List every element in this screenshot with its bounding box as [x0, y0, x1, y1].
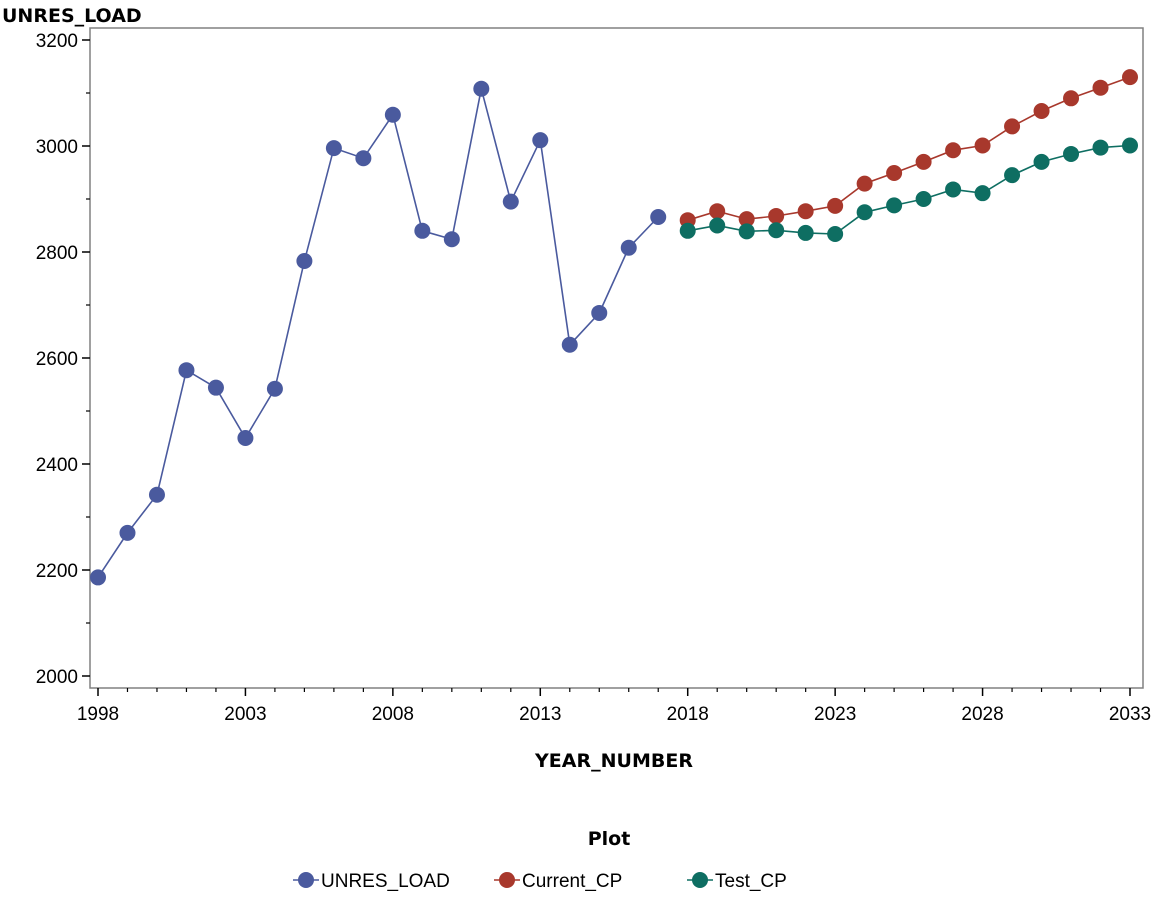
y-tick-label: 2800: [36, 243, 78, 264]
legend-label: Current_CP: [522, 871, 622, 892]
data-point: [384, 106, 401, 123]
data-point: [1092, 79, 1109, 96]
x-tick-label: 1998: [77, 704, 119, 725]
data-point: [650, 209, 667, 226]
legend-swatch-marker: [499, 872, 515, 888]
data-point: [148, 486, 165, 503]
data-point: [502, 193, 519, 210]
data-point: [414, 222, 431, 239]
y-tick-label: 2200: [36, 561, 78, 582]
x-tick-label: 2013: [519, 704, 561, 725]
x-tick-label: 2003: [224, 704, 266, 725]
data-point: [915, 191, 932, 207]
legend-item-test_cp: Test_CP: [687, 871, 787, 892]
data-point: [738, 211, 755, 228]
data-point: [355, 150, 372, 167]
y-axis-title: UNRES_LOAD: [2, 5, 142, 27]
data-point: [1122, 69, 1138, 86]
legend-item-current_cp: Current_CP: [494, 871, 622, 892]
data-point: [856, 204, 873, 221]
data-point: [709, 217, 726, 234]
x-tick-label: 2033: [1109, 704, 1151, 725]
data-point: [119, 524, 136, 541]
data-point: [886, 165, 903, 182]
plot-area-frame: [89, 27, 1144, 689]
data-point: [90, 569, 106, 586]
data-point: [915, 153, 932, 170]
series-line: [687, 76, 1131, 221]
legend-title: Plot: [588, 828, 631, 850]
data-point: [768, 207, 785, 224]
x-tick-label: 2008: [372, 704, 414, 725]
data-point: [1063, 90, 1080, 107]
legend-swatch-marker: [692, 872, 708, 888]
data-point: [945, 142, 962, 159]
data-point: [443, 231, 460, 248]
data-point: [974, 137, 991, 154]
data-point: [1004, 118, 1021, 135]
series-line: [97, 88, 659, 578]
y-tick-label: 2400: [36, 455, 78, 476]
legend-label: UNRES_LOAD: [321, 871, 450, 892]
series-unres_load: [90, 80, 667, 586]
legend-swatch-marker: [298, 872, 314, 888]
data-point: [945, 181, 962, 198]
x-axis: 1998 2003 2008 2013 2018 2023 2028 2033: [77, 688, 1151, 725]
data-point: [532, 132, 549, 149]
data-point: [1063, 145, 1080, 162]
legend: UNRES_LOAD Current_CP Test_CP: [293, 871, 787, 892]
series-current_cp: [679, 69, 1138, 229]
y-tick-label: 2000: [36, 667, 78, 688]
data-point: [886, 197, 903, 214]
data-point: [561, 336, 578, 353]
data-point: [1092, 139, 1109, 156]
y-tick-label: 3200: [36, 31, 78, 52]
data-point: [325, 140, 342, 157]
data-point: [1122, 137, 1138, 154]
data-point: [1033, 103, 1050, 120]
data-point: [768, 222, 785, 239]
x-tick-label: 2023: [814, 704, 856, 725]
data-point: [797, 224, 814, 241]
data-point: [709, 203, 726, 220]
series-line: [687, 144, 1131, 235]
y-tick-label: 2600: [36, 349, 78, 370]
data-point: [620, 239, 637, 256]
data-point: [591, 304, 608, 321]
y-axis: 2000 2200 2400 2600 2800 3000 3200: [36, 31, 90, 688]
data-point: [207, 379, 224, 396]
data-point: [827, 225, 844, 242]
data-point: [679, 222, 696, 239]
data-point: [296, 253, 313, 270]
data-point: [797, 203, 814, 220]
legend-item-unres_load: UNRES_LOAD: [293, 871, 450, 892]
data-point: [266, 380, 283, 397]
x-axis-title: YEAR_NUMBER: [534, 750, 693, 772]
x-tick-label: 2018: [667, 704, 709, 725]
series-test_cp: [679, 137, 1138, 242]
data-point: [178, 362, 195, 379]
data-point: [738, 223, 755, 240]
y-tick-label: 3000: [36, 137, 78, 158]
data-point: [1004, 167, 1021, 184]
data-point: [237, 430, 254, 447]
data-point: [827, 197, 844, 214]
data-point: [974, 185, 991, 202]
x-tick-label: 2028: [961, 704, 1003, 725]
data-point: [1033, 153, 1050, 170]
data-point: [473, 80, 490, 97]
data-point: [856, 175, 873, 192]
legend-label: Test_CP: [715, 871, 787, 892]
series-layer: [90, 69, 1138, 586]
